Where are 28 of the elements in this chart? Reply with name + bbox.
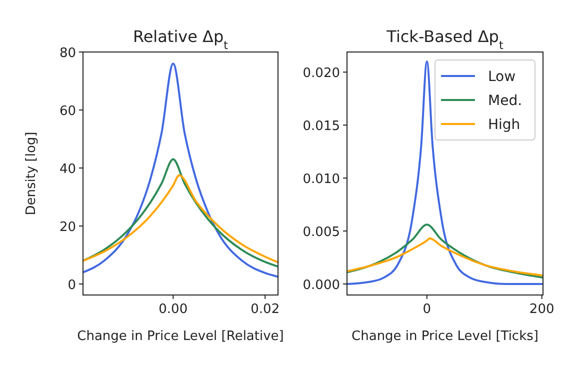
x-axis-title: Change in Price Level [Ticks] <box>352 329 538 344</box>
line-series <box>347 60 543 285</box>
y-tick-label: 20 <box>59 220 76 235</box>
x-tick-label: 0.02 <box>250 302 280 317</box>
legend-label: High <box>488 117 520 133</box>
x-tick-label: 200 <box>529 302 554 317</box>
y-tick-label: 0.005 <box>302 225 340 240</box>
x-tick-label: 0.00 <box>158 302 188 317</box>
y-tick-label: 0.015 <box>302 119 340 134</box>
y-tick-label: 0.010 <box>302 172 340 188</box>
line-series <box>83 158 278 268</box>
y-tick-label: 0.020 <box>302 66 340 82</box>
chart-title: Tick-Based Δp$_{t}$ <box>386 27 504 52</box>
y-tick-label: 80 <box>59 46 76 61</box>
y-tick-label: 0.000 <box>302 278 340 293</box>
chart-title: Relative Δp$_{t}$ <box>132 27 229 52</box>
line-series <box>83 174 278 264</box>
line-series <box>83 62 278 278</box>
legend-label: Low <box>488 69 516 85</box>
legend-label: Med. <box>488 93 522 109</box>
y-tick-label: 60 <box>59 104 76 119</box>
x-tick-label: 0 <box>422 302 432 317</box>
y-tick-label: 0 <box>68 278 76 293</box>
line-series <box>347 237 543 277</box>
y-axis-title: Density [log] <box>24 132 39 216</box>
line-series <box>347 224 543 279</box>
y-tick-label: 40 <box>59 162 76 177</box>
x-axis-title: Change in Price Level [Relative] <box>77 329 284 344</box>
